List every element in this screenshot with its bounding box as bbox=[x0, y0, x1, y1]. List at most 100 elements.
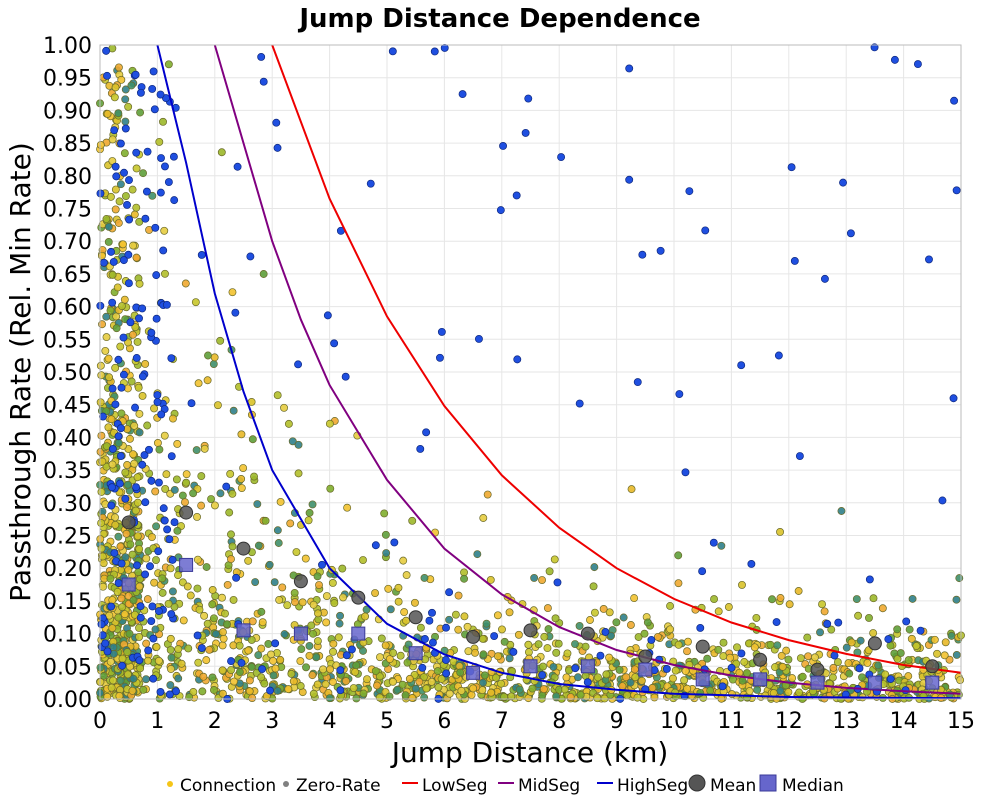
connection-point bbox=[131, 506, 140, 515]
connection-point bbox=[336, 611, 344, 620]
high-rate-point bbox=[131, 403, 139, 412]
connection-point bbox=[325, 419, 334, 428]
connection-point bbox=[313, 572, 322, 581]
connection-point bbox=[349, 684, 358, 692]
connection-point bbox=[225, 508, 234, 517]
y-tick-label: 0.00 bbox=[43, 688, 92, 713]
y-tick-label: 0.85 bbox=[43, 132, 92, 157]
connection-point bbox=[237, 484, 246, 492]
high-rate-point bbox=[318, 560, 326, 569]
connection-point bbox=[666, 602, 675, 610]
connection-point bbox=[343, 503, 352, 512]
connection-point bbox=[143, 656, 152, 665]
connection-point bbox=[514, 630, 523, 639]
connection-point bbox=[643, 618, 652, 627]
legend-marker bbox=[167, 781, 173, 787]
connection-point bbox=[856, 636, 865, 645]
connection-point bbox=[280, 403, 288, 412]
connection-point bbox=[710, 595, 719, 604]
connection-point bbox=[714, 607, 723, 616]
mean-marker bbox=[523, 623, 538, 638]
connection-point bbox=[539, 685, 548, 694]
connection-point bbox=[133, 498, 142, 507]
connection-point bbox=[738, 676, 747, 685]
connection-point bbox=[155, 445, 164, 454]
connection-point bbox=[104, 238, 113, 246]
high-rate-point bbox=[120, 168, 128, 177]
x-tick-label: 10 bbox=[660, 709, 688, 734]
connection-point bbox=[214, 401, 222, 410]
connection-point bbox=[223, 620, 231, 629]
connection-point bbox=[182, 478, 191, 487]
connection-point bbox=[97, 371, 106, 380]
connection-point bbox=[590, 563, 599, 572]
x-tick-label: 15 bbox=[947, 709, 975, 734]
high-rate-point bbox=[496, 206, 505, 215]
high-rate-point bbox=[388, 47, 397, 56]
connection-point bbox=[858, 673, 867, 682]
connection-point bbox=[116, 342, 125, 351]
connection-point bbox=[173, 526, 182, 535]
connection-point bbox=[359, 689, 368, 698]
connection-point bbox=[129, 450, 138, 459]
connection-point bbox=[278, 583, 287, 592]
high-rate-point bbox=[117, 383, 126, 392]
high-rate-point bbox=[170, 196, 179, 205]
connection-point bbox=[401, 691, 410, 700]
connection-point bbox=[107, 683, 116, 692]
x-tick-label: 12 bbox=[775, 709, 803, 734]
connection-point bbox=[631, 673, 640, 682]
connection-point bbox=[552, 648, 561, 657]
connection-point bbox=[941, 638, 950, 647]
connection-point bbox=[193, 512, 201, 521]
connection-point bbox=[308, 671, 317, 680]
connection-point bbox=[403, 658, 412, 667]
high-rate-point bbox=[167, 354, 176, 363]
mean-marker bbox=[293, 574, 308, 589]
connection-point bbox=[388, 677, 397, 686]
connection-point bbox=[297, 645, 306, 654]
connection-point bbox=[415, 677, 424, 686]
connection-point bbox=[773, 641, 782, 650]
connection-point bbox=[551, 614, 560, 623]
connection-point bbox=[112, 324, 121, 333]
connection-point bbox=[166, 645, 175, 654]
connection-point bbox=[125, 629, 134, 638]
connection-point bbox=[904, 656, 913, 665]
high-rate-point bbox=[557, 153, 566, 162]
median-marker bbox=[121, 577, 136, 592]
high-rate-point bbox=[865, 575, 874, 584]
high-rate-point bbox=[846, 229, 855, 238]
high-rate-point bbox=[445, 588, 454, 597]
connection-point bbox=[148, 533, 156, 542]
connection-point bbox=[261, 516, 270, 525]
connection-point bbox=[296, 682, 305, 690]
high-rate-point bbox=[442, 669, 451, 678]
connection-point bbox=[305, 508, 314, 517]
high-rate-point bbox=[114, 432, 123, 441]
connection-point bbox=[130, 210, 139, 219]
highseg-curve bbox=[156, 44, 962, 700]
connection-point bbox=[627, 485, 636, 494]
median-marker bbox=[810, 675, 825, 690]
connection-point bbox=[111, 363, 120, 372]
connection-point bbox=[98, 457, 107, 466]
high-rate-point bbox=[168, 555, 177, 564]
high-rate-point bbox=[102, 46, 111, 55]
connection-point bbox=[193, 584, 202, 593]
high-rate-point bbox=[571, 664, 580, 673]
connection-point bbox=[179, 616, 188, 625]
connection-point bbox=[776, 687, 785, 695]
high-rate-point bbox=[107, 247, 115, 256]
high-rate-point bbox=[490, 632, 499, 640]
connection-point bbox=[371, 667, 380, 676]
high-rate-point bbox=[246, 252, 255, 261]
connection-point bbox=[634, 633, 643, 641]
connection-point bbox=[375, 653, 384, 662]
high-rate-point bbox=[442, 656, 450, 664]
connection-point bbox=[275, 596, 284, 604]
high-rate-point bbox=[172, 687, 180, 696]
connection-point bbox=[703, 654, 712, 663]
connection-point bbox=[618, 682, 627, 691]
median-marker bbox=[236, 623, 251, 638]
